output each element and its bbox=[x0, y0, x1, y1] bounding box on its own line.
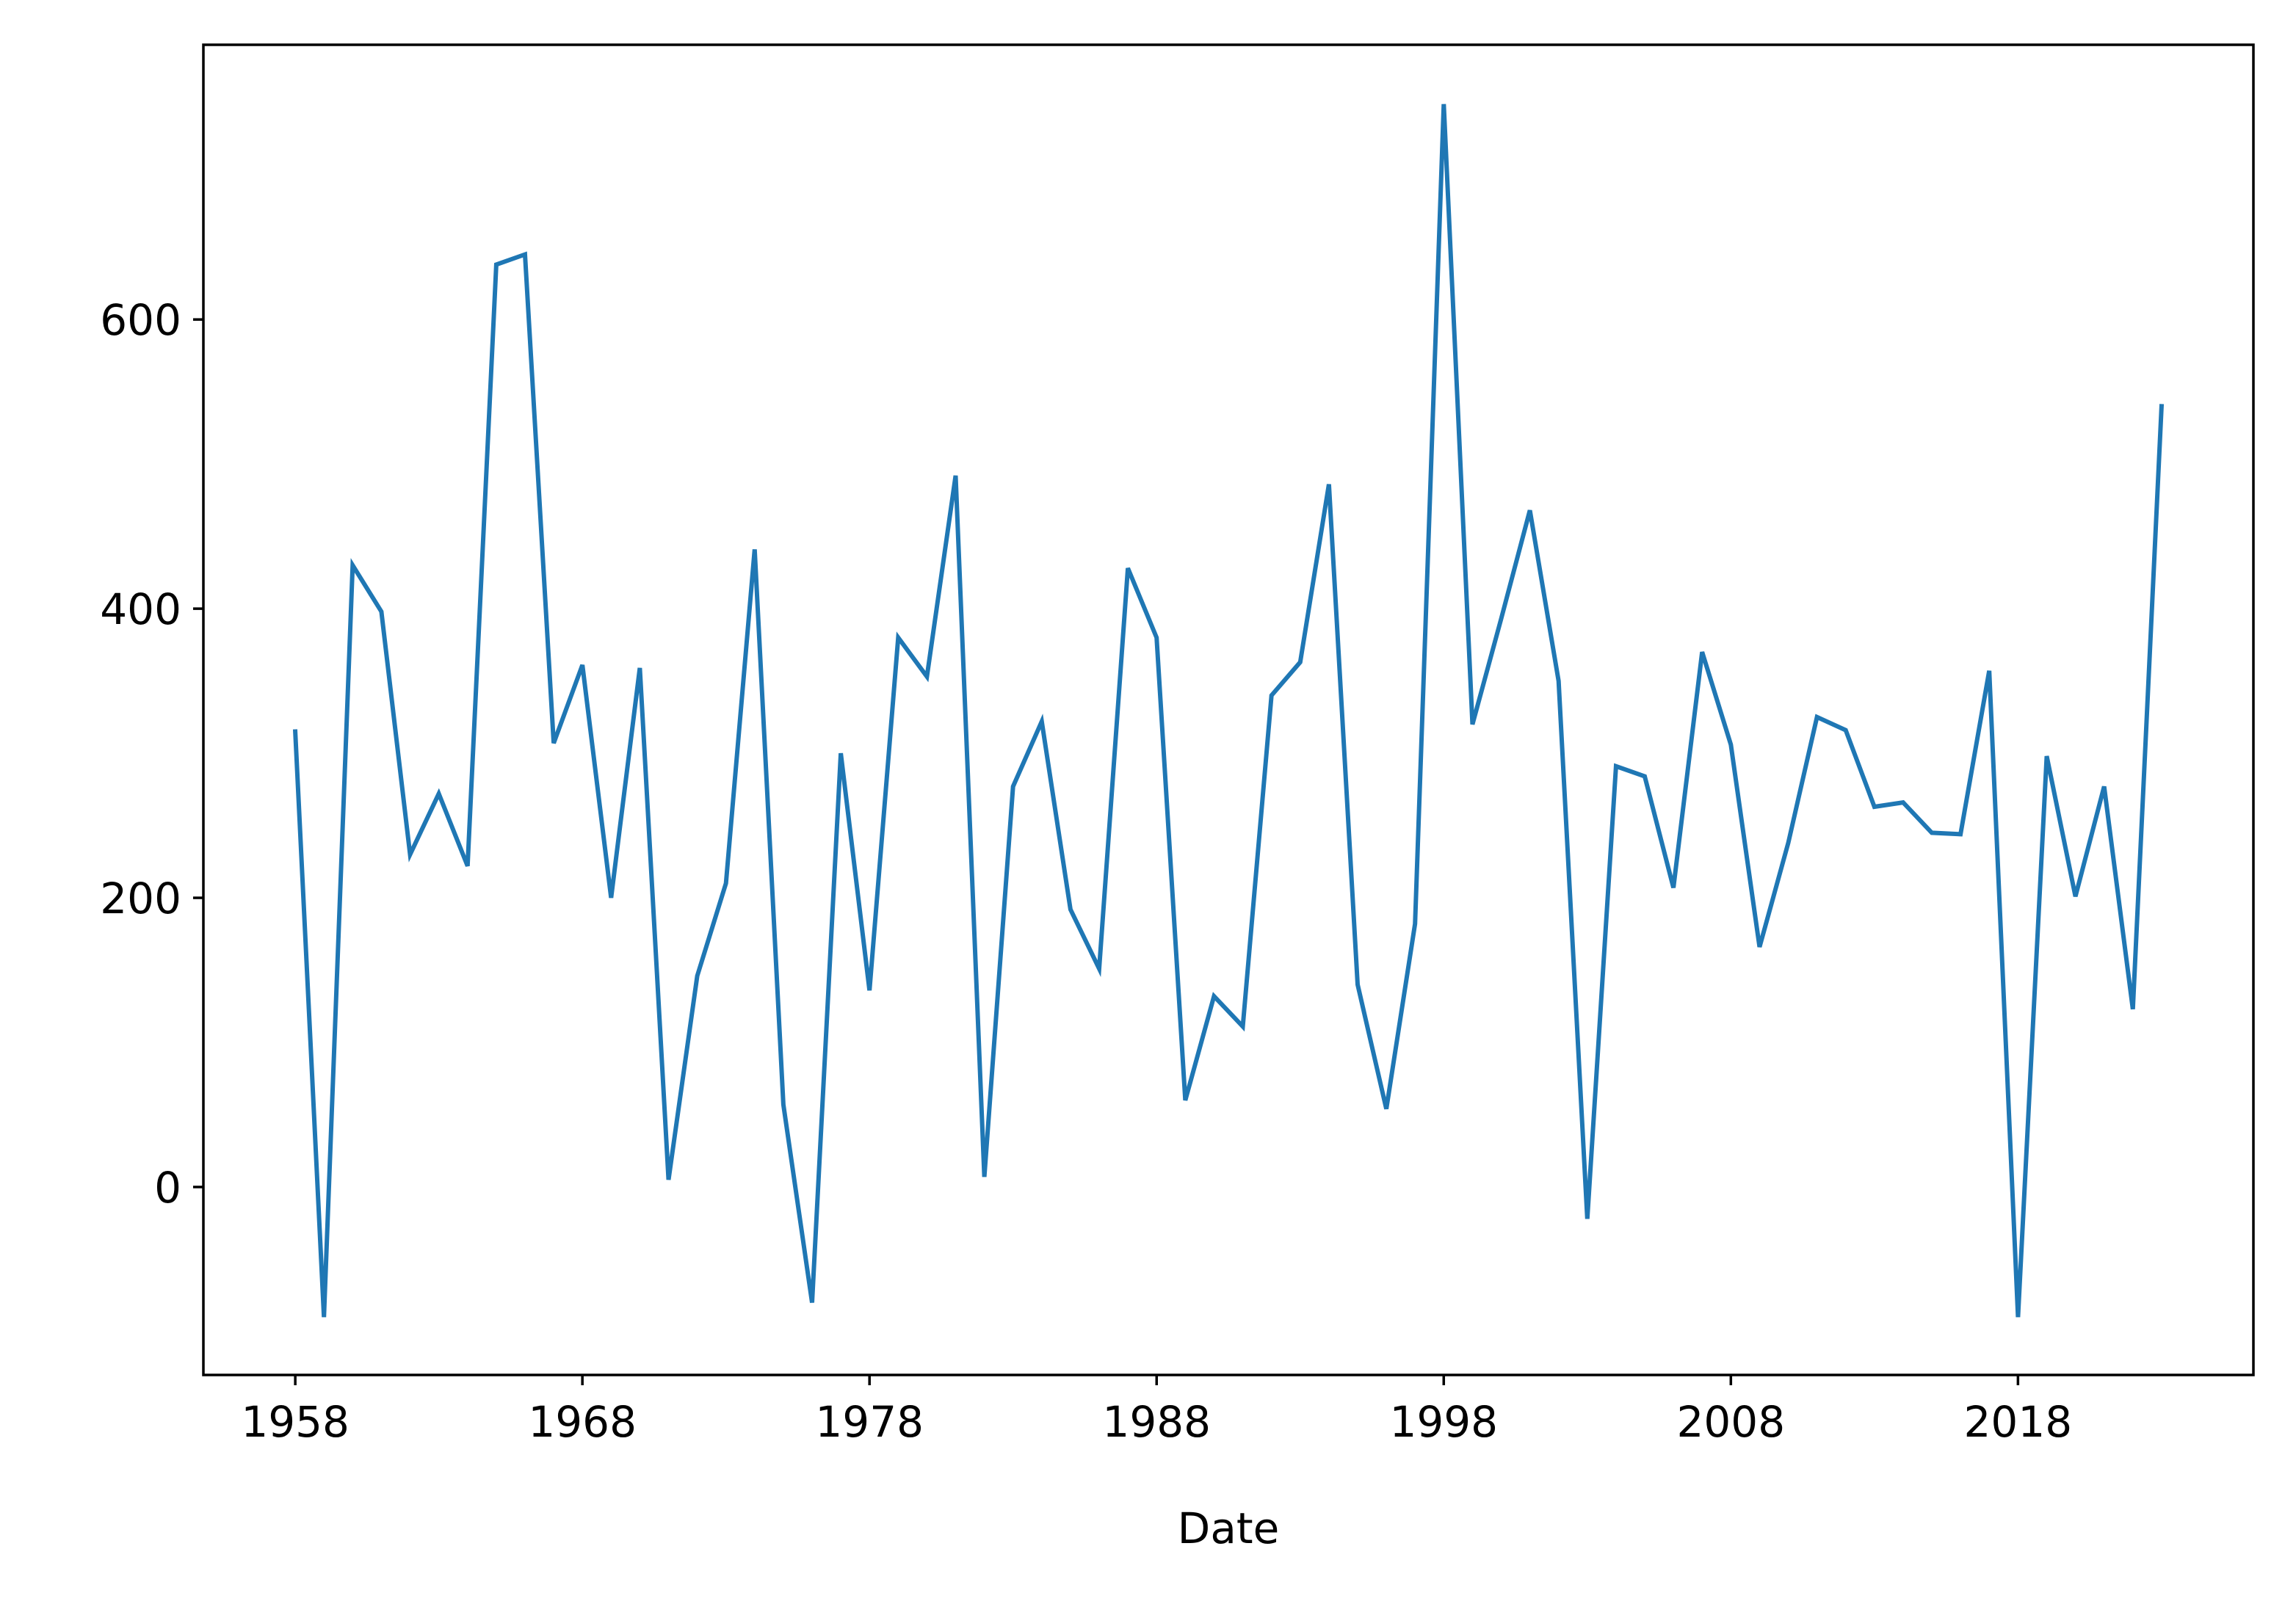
x-tick-label: 1968 bbox=[528, 1397, 637, 1447]
y-tick-label: 200 bbox=[100, 874, 181, 923]
series-line-0 bbox=[292, 104, 2165, 1318]
x-tick-label: 1958 bbox=[241, 1397, 350, 1447]
y-axis: 0 200 400 600 bbox=[100, 295, 203, 1213]
x-tick-label: 1988 bbox=[1102, 1397, 1211, 1447]
x-tick-label: 2008 bbox=[1677, 1397, 1786, 1447]
x-axis: 1958 1968 1978 1988 1998 2008 2018 bbox=[241, 1375, 2072, 1447]
series-layer bbox=[292, 104, 2165, 1318]
y-tick-label: 400 bbox=[100, 584, 181, 634]
y-tick-label: 0 bbox=[154, 1163, 181, 1213]
x-tick-label: 2018 bbox=[1964, 1397, 2073, 1447]
y-tick-label: 600 bbox=[100, 295, 181, 345]
x-axis-title: Date bbox=[1178, 1503, 1280, 1553]
plot-frame bbox=[202, 43, 2255, 1376]
x-tick-label: 1978 bbox=[815, 1397, 924, 1447]
x-tick-label: 1998 bbox=[1389, 1397, 1498, 1447]
